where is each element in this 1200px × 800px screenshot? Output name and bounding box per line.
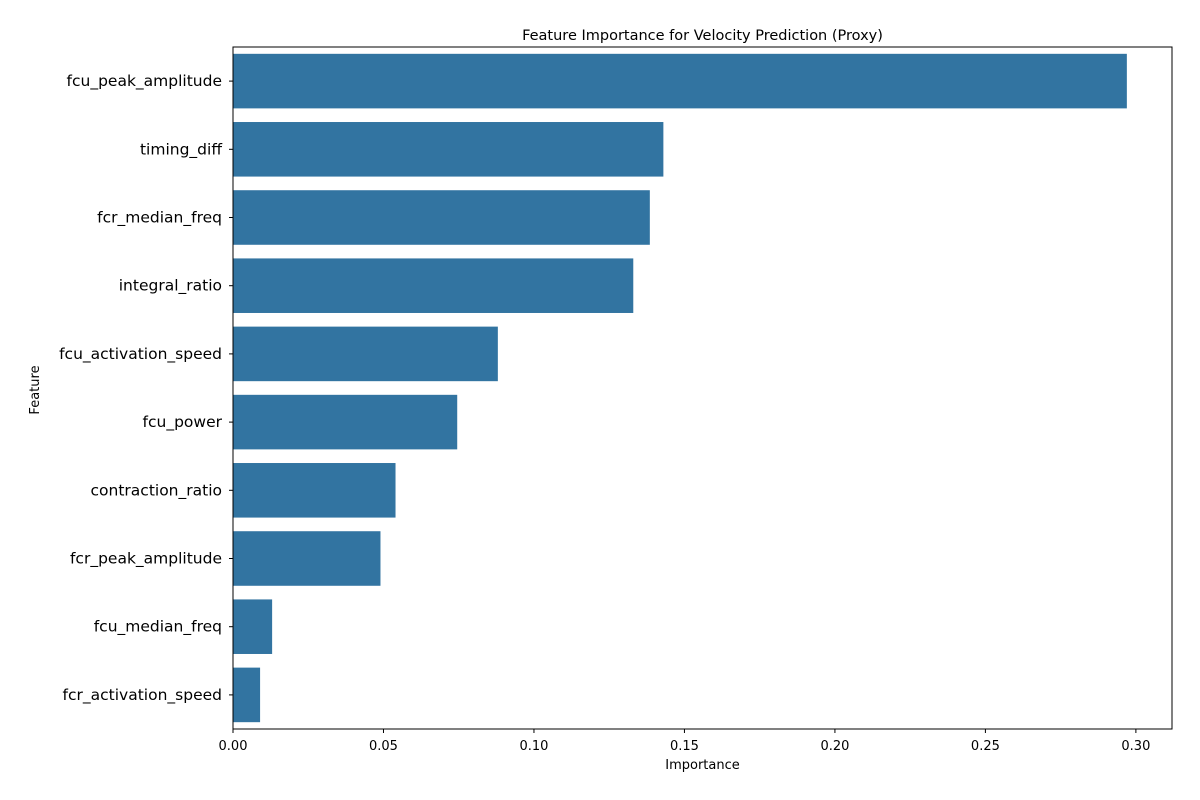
y-tick-label: fcr_activation_speed <box>63 686 222 705</box>
bar-fcr-median-freq <box>233 190 650 245</box>
y-ticks-group: fcu_peak_amplitude timing_diff fcr_median_… <box>59 72 233 705</box>
bar-fcu-median-freq <box>233 599 273 654</box>
x-tick-label: 0.30 <box>1121 739 1150 754</box>
bar-fcr-peak-amplitude <box>233 531 381 586</box>
x-tick-label: 0.20 <box>820 739 849 754</box>
chart-title: Feature Importance for Velocity Predicti… <box>522 28 883 44</box>
y-tick-label: fcu_power <box>143 413 223 432</box>
y-tick-label: integral_ratio <box>119 277 222 296</box>
y-tick-label: contraction_ratio <box>91 481 222 500</box>
y-axis-label: Feature <box>28 365 43 414</box>
bar-contraction-ratio <box>233 463 396 518</box>
x-axis-label: Importance <box>665 758 740 773</box>
axes-frame <box>232 46 1173 730</box>
x-tick-label: 0.15 <box>670 739 699 754</box>
y-tick-label: fcu_activation_speed <box>59 345 222 364</box>
y-tick-label: fcu_peak_amplitude <box>67 72 222 91</box>
x-tick-label: 0.25 <box>971 739 1000 754</box>
bar-fcr-activation-speed <box>233 667 261 723</box>
bar-fcu-power <box>233 394 458 450</box>
x-tick-label: 0.05 <box>369 739 398 754</box>
bar-fcu-peak-amplitude <box>233 53 1127 109</box>
y-tick-label: fcu_median_freq <box>94 618 222 637</box>
bar-integral-ratio <box>233 258 634 313</box>
bars-group <box>233 53 1127 723</box>
y-tick-label: fcr_median_freq <box>97 209 222 228</box>
y-tick-label: fcr_peak_amplitude <box>70 550 222 569</box>
x-tick-label: 0.00 <box>219 739 248 754</box>
bar-fcu-activation-speed <box>233 326 498 382</box>
x-tick-label: 0.10 <box>519 739 548 754</box>
x-ticks-group: 0.00 0.05 0.10 0.15 0.20 0.25 0.30 <box>219 729 1150 754</box>
bar-timing-diff <box>233 122 664 177</box>
y-tick-label: timing_diff <box>140 140 222 159</box>
